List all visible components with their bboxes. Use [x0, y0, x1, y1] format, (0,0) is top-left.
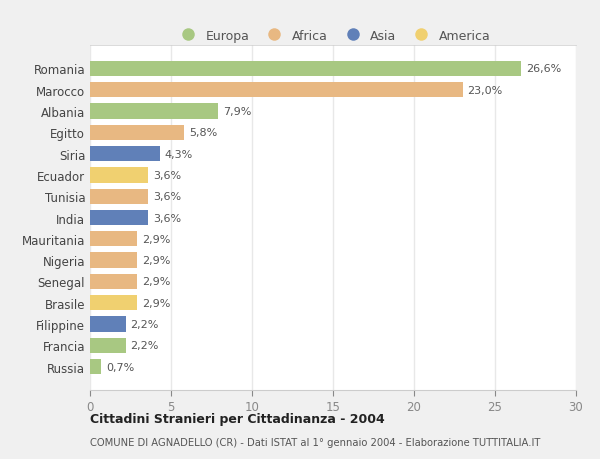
Text: 23,0%: 23,0%: [467, 85, 503, 95]
Text: 2,2%: 2,2%: [131, 319, 159, 329]
Bar: [90, 62, 521, 77]
Legend: Europa, Africa, Asia, America: Europa, Africa, Asia, America: [170, 25, 496, 48]
Text: 5,8%: 5,8%: [189, 128, 217, 138]
Bar: [90, 104, 218, 119]
Text: 2,9%: 2,9%: [142, 298, 170, 308]
Bar: [90, 189, 148, 204]
Text: 4,3%: 4,3%: [164, 149, 193, 159]
Text: COMUNE DI AGNADELLO (CR) - Dati ISTAT al 1° gennaio 2004 - Elaborazione TUTTITAL: COMUNE DI AGNADELLO (CR) - Dati ISTAT al…: [90, 437, 541, 447]
Text: 7,9%: 7,9%: [223, 107, 251, 117]
Text: 3,6%: 3,6%: [153, 170, 181, 180]
Bar: [90, 338, 125, 353]
Bar: [90, 125, 184, 140]
Text: Cittadini Stranieri per Cittadinanza - 2004: Cittadini Stranieri per Cittadinanza - 2…: [90, 412, 385, 425]
Bar: [90, 274, 137, 290]
Text: 26,6%: 26,6%: [526, 64, 561, 74]
Bar: [90, 168, 148, 183]
Text: 0,7%: 0,7%: [106, 362, 134, 372]
Text: 2,9%: 2,9%: [142, 277, 170, 287]
Bar: [90, 317, 125, 332]
Text: 2,2%: 2,2%: [131, 341, 159, 351]
Text: 3,6%: 3,6%: [153, 213, 181, 223]
Bar: [90, 253, 137, 268]
Bar: [90, 146, 160, 162]
Text: 3,6%: 3,6%: [153, 192, 181, 202]
Bar: [90, 296, 137, 311]
Bar: [90, 83, 463, 98]
Text: 2,9%: 2,9%: [142, 256, 170, 266]
Bar: [90, 232, 137, 247]
Text: 2,9%: 2,9%: [142, 234, 170, 244]
Bar: [90, 210, 148, 226]
Bar: [90, 359, 101, 375]
